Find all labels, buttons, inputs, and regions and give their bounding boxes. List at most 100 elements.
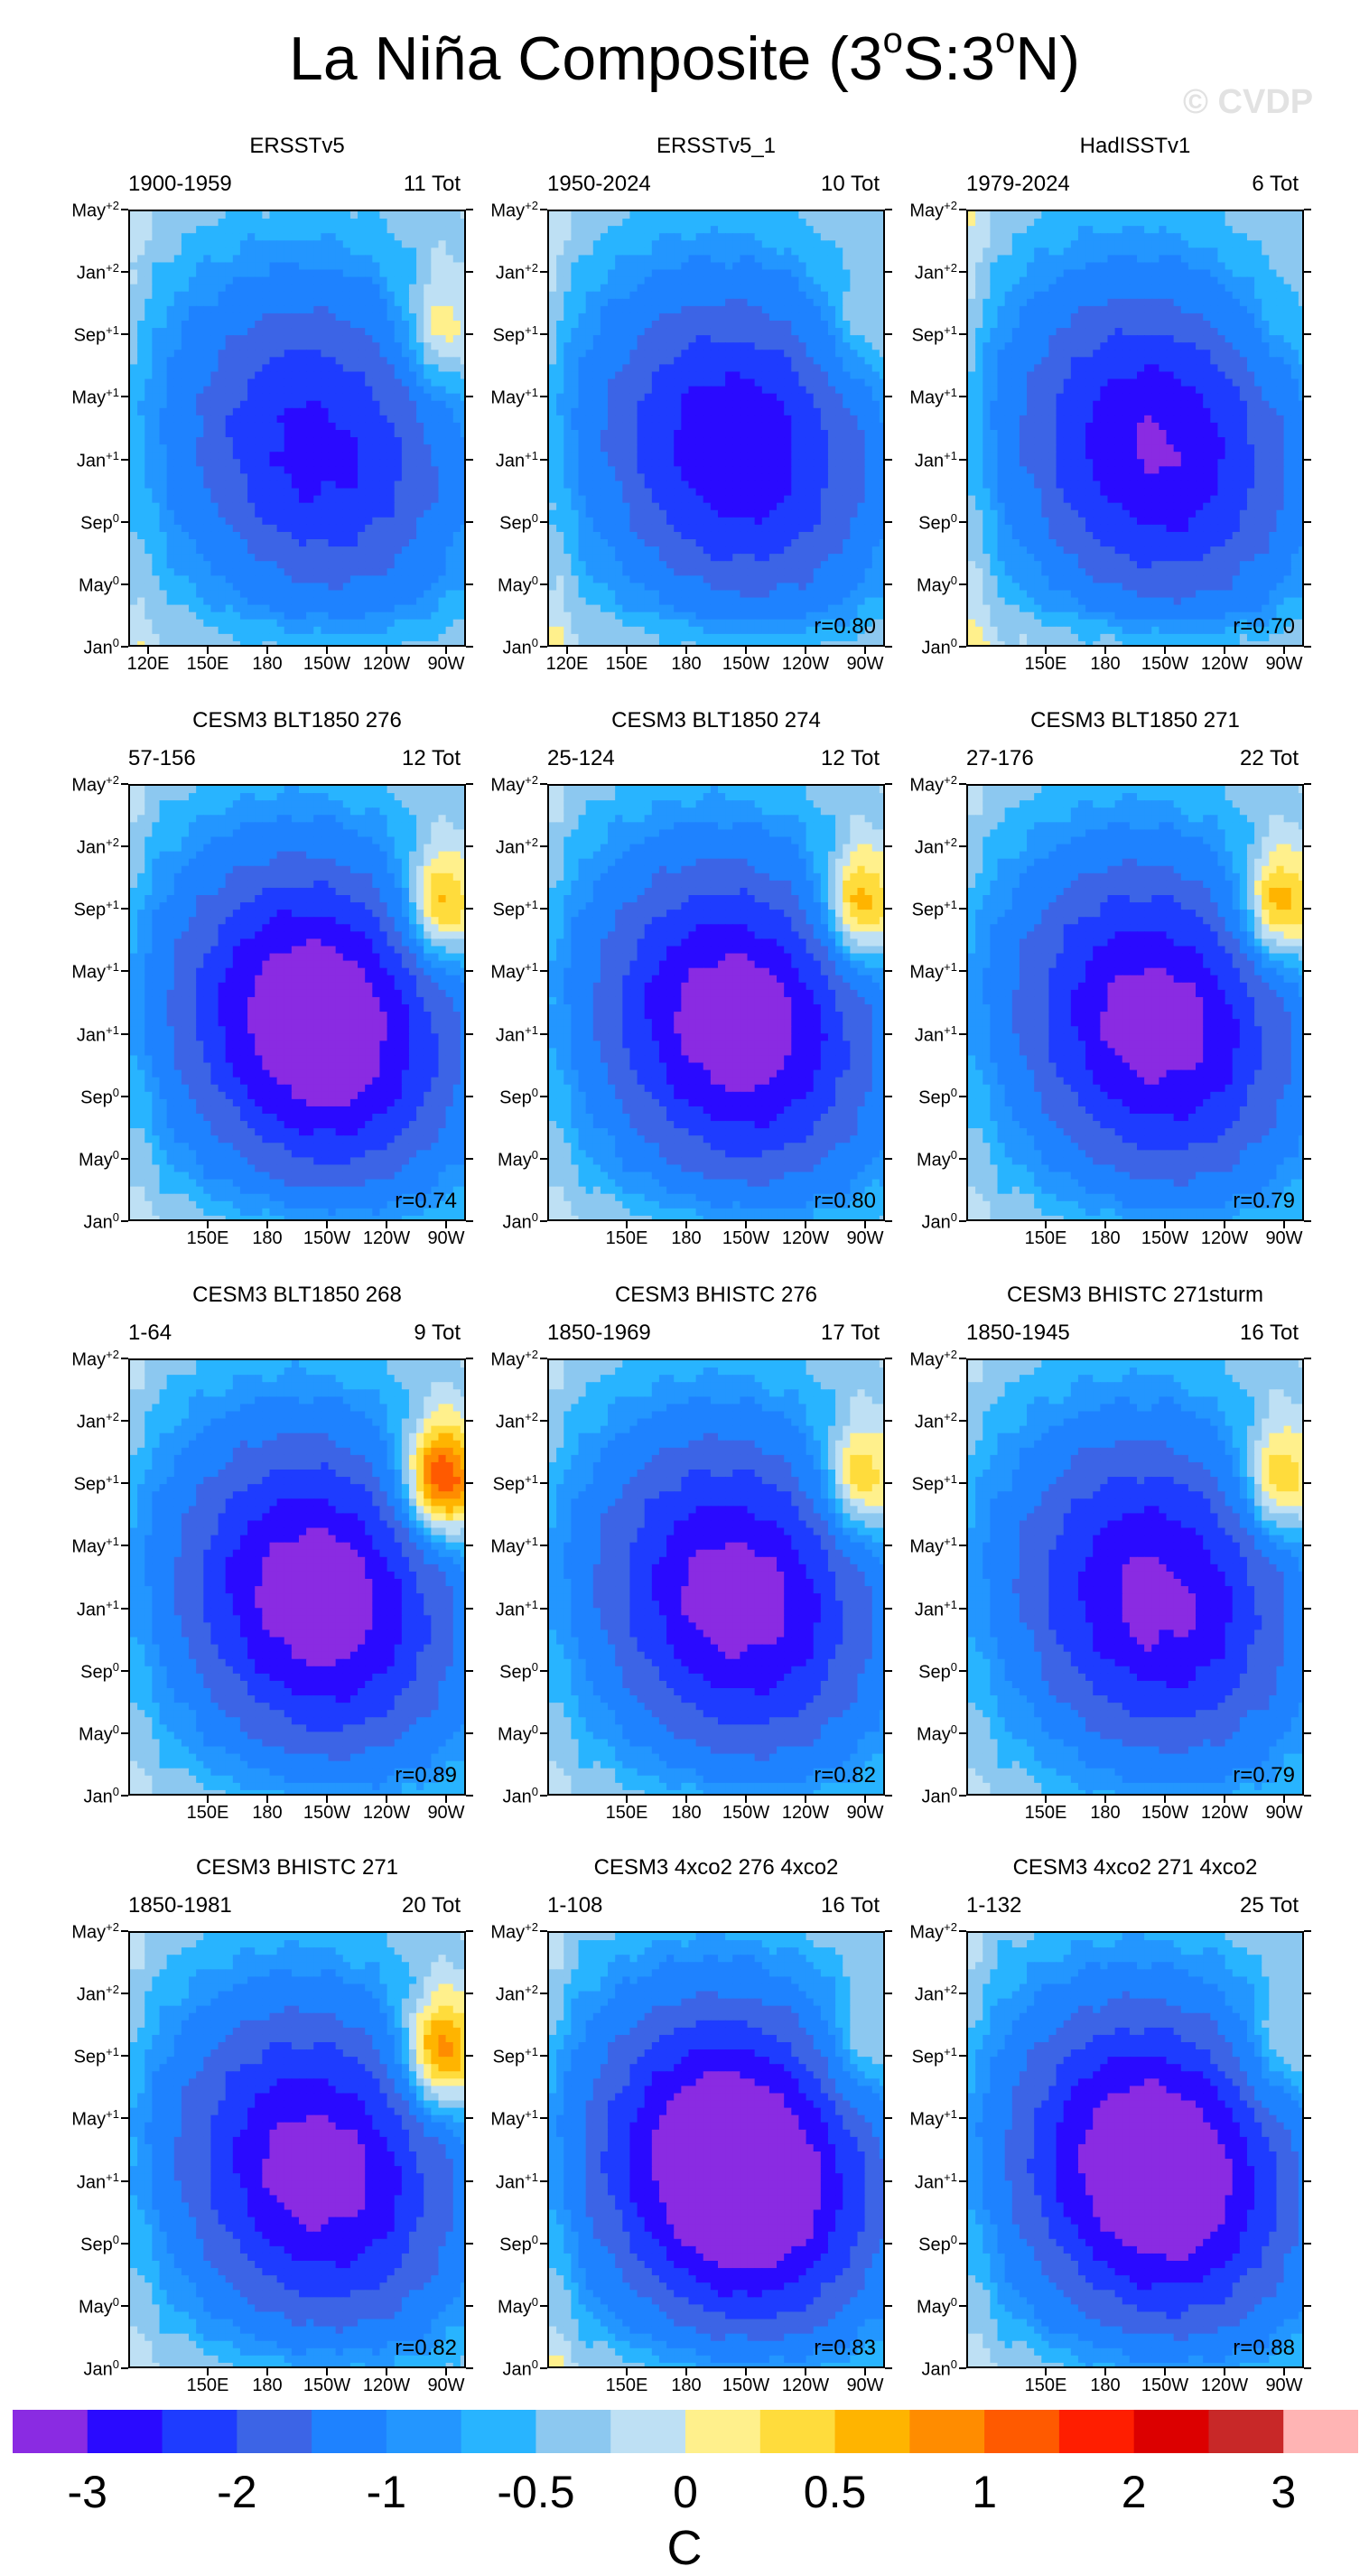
heatmap-cell <box>748 525 756 533</box>
heatmap-cell <box>769 233 778 241</box>
heatmap-cell <box>343 444 351 453</box>
heatmap-cell <box>666 371 675 379</box>
heatmap-cell <box>409 321 417 329</box>
heatmap-cell <box>711 532 719 540</box>
heatmap-cell <box>755 292 763 300</box>
heatmap-cell <box>593 219 601 227</box>
heatmap-cell <box>703 277 712 285</box>
heatmap-cell <box>379 518 387 526</box>
heatmap-cell <box>219 233 227 241</box>
heatmap-cell <box>850 539 858 547</box>
heatmap-cell <box>262 306 270 314</box>
heatmap-cell <box>255 233 263 241</box>
heatmap-cell <box>240 379 248 387</box>
heatmap-cell <box>210 518 219 526</box>
heatmap-cell <box>210 321 219 329</box>
heatmap-cell <box>755 481 763 489</box>
heatmap-cell <box>740 240 748 248</box>
heatmap-cell <box>806 350 815 358</box>
heatmap-cell <box>387 518 396 526</box>
heatmap-cell <box>828 518 836 526</box>
heatmap-cell <box>857 342 865 350</box>
heatmap-cell <box>563 292 572 300</box>
heatmap-cell <box>292 306 300 314</box>
heatmap-cell <box>203 423 211 431</box>
heatmap-cell <box>292 401 300 409</box>
heatmap-cell <box>446 299 454 307</box>
heatmap-cell <box>865 357 873 365</box>
heatmap-cell <box>182 379 190 387</box>
heatmap-cell <box>247 459 256 467</box>
heatmap-cell <box>262 387 270 395</box>
heatmap-cell <box>284 364 293 372</box>
heatmap-cell <box>203 394 211 402</box>
heatmap-cell <box>277 525 285 533</box>
heatmap-cell <box>857 539 865 547</box>
heatmap-cell <box>438 240 446 248</box>
heatmap-cell <box>688 466 696 474</box>
heatmap-cell <box>182 240 190 248</box>
heatmap-cell <box>645 554 653 562</box>
heatmap-cell <box>144 489 153 497</box>
heatmap-cell <box>416 503 424 511</box>
heatmap-cell <box>247 262 256 270</box>
heatmap-cell <box>189 612 197 621</box>
heatmap-cell <box>358 496 366 504</box>
heatmap-cell <box>284 575 293 583</box>
heatmap-cell <box>453 598 461 606</box>
heatmap-cell <box>872 357 880 365</box>
heatmap-cell <box>358 575 366 583</box>
heatmap-cell <box>299 532 307 540</box>
heatmap-cell <box>835 313 843 322</box>
heatmap-cell <box>189 423 197 431</box>
heatmap-cell <box>262 299 270 307</box>
heatmap-cell <box>144 561 153 569</box>
heatmap-cell <box>358 612 366 621</box>
heatmap-cell <box>240 583 248 591</box>
heatmap-cell <box>313 575 321 583</box>
heatmap-cell <box>306 285 314 293</box>
heatmap-cell <box>674 306 682 314</box>
heatmap-cell <box>674 415 682 424</box>
heatmap-cell <box>461 554 466 562</box>
heatmap-cell <box>137 226 145 234</box>
heatmap-cell <box>688 379 696 387</box>
heatmap-cell <box>549 408 557 416</box>
heatmap-cell <box>144 328 153 336</box>
heatmap-cell <box>321 459 329 467</box>
heatmap-cell <box>850 350 858 358</box>
heatmap-cell <box>608 510 616 518</box>
heatmap-cell <box>306 496 314 504</box>
heatmap-cell <box>777 481 785 489</box>
heatmap-cell <box>247 568 256 576</box>
heatmap-cell <box>416 292 424 300</box>
heatmap-cell <box>608 546 616 555</box>
heatmap-cell <box>313 466 321 474</box>
heatmap-cell <box>784 262 792 270</box>
heatmap-cell <box>269 247 277 256</box>
heatmap-cell <box>365 532 373 540</box>
heatmap-cell <box>189 401 197 409</box>
heatmap-cell <box>638 255 646 263</box>
heatmap-cell <box>343 503 351 511</box>
heatmap-cell <box>343 408 351 416</box>
heatmap-cell <box>210 503 219 511</box>
heatmap-cell <box>379 503 387 511</box>
heatmap-cell <box>210 627 219 635</box>
heatmap-cell <box>652 364 660 372</box>
heatmap-cell <box>880 371 885 379</box>
heatmap-cell <box>144 590 153 598</box>
heatmap-cell <box>821 481 829 489</box>
heatmap-cell <box>872 408 880 416</box>
heatmap-cell <box>372 321 380 329</box>
heatmap-cell <box>277 444 285 453</box>
heatmap-cell <box>329 233 337 241</box>
heatmap-cell <box>740 489 748 497</box>
heatmap-cell <box>579 226 587 234</box>
heatmap-cell <box>703 532 712 540</box>
heatmap-cell <box>292 590 300 598</box>
heatmap-cell <box>857 292 865 300</box>
heatmap-cell <box>674 270 682 278</box>
heatmap-cell <box>182 306 190 314</box>
heatmap-cell <box>299 299 307 307</box>
